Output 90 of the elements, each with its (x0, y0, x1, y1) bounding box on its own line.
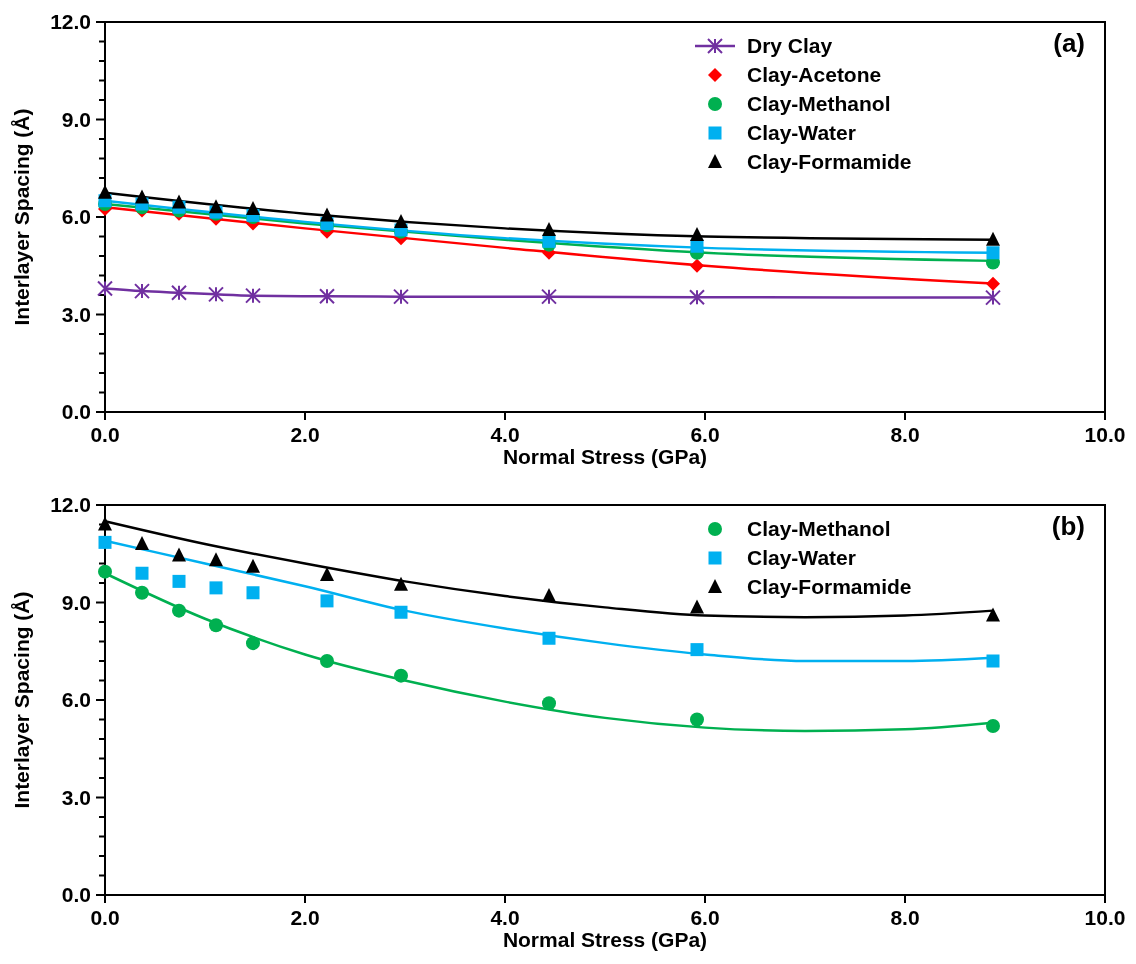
x-tick-label: 8.0 (890, 906, 920, 929)
y-tick-label: 6.0 (61, 205, 91, 229)
annotation: (b) (1051, 511, 1085, 541)
legend-label: Clay-Methanol (747, 92, 891, 116)
point (690, 239, 704, 253)
point (172, 574, 186, 588)
x-tick-label: 6.0 (690, 906, 720, 929)
x-tick-label: 2.0 (290, 906, 320, 929)
point (690, 258, 704, 273)
point (542, 696, 556, 711)
point (542, 222, 556, 236)
point (986, 654, 1000, 668)
x-axis-title: Normal Stress (GPa) (502, 928, 708, 951)
point (690, 712, 704, 727)
legend-label: Clay-Water (747, 121, 856, 145)
y-axis-title: Interlayer Spacing (Å) (10, 591, 33, 809)
point (135, 189, 149, 204)
x-tick-label: 10.0 (1084, 423, 1126, 446)
point (986, 607, 1000, 622)
point (320, 566, 334, 581)
point (542, 234, 556, 248)
point (394, 576, 408, 591)
point (209, 618, 223, 633)
point (394, 213, 408, 228)
point (98, 564, 112, 579)
x-tick-label: 4.0 (490, 906, 520, 929)
legend-label: Clay-Water (747, 546, 856, 570)
point (394, 668, 408, 683)
point (320, 594, 334, 608)
point (690, 643, 704, 657)
point (246, 636, 260, 651)
point (97, 280, 113, 297)
x-tick-label: 10.0 (1084, 906, 1126, 929)
point (986, 276, 1000, 291)
point (246, 200, 260, 215)
point (245, 287, 261, 304)
point (209, 581, 223, 595)
point (246, 558, 260, 573)
point (689, 289, 705, 306)
legend-label: Dry Clay (747, 34, 833, 58)
point (172, 194, 186, 209)
x-tick-label: 8.0 (890, 423, 920, 446)
point (986, 231, 1000, 246)
point (134, 283, 150, 300)
y-tick-label: 12.0 (50, 10, 91, 34)
x-tick-label: 6.0 (690, 423, 720, 446)
point (393, 288, 409, 305)
y-tick-label: 9.0 (61, 590, 91, 614)
x-tick-label: 4.0 (490, 423, 520, 446)
point (98, 535, 112, 549)
point (985, 289, 1001, 306)
point (135, 566, 149, 580)
legend-label: Clay-Acetone (747, 63, 882, 87)
y-tick-label: 6.0 (61, 688, 91, 712)
point (690, 226, 704, 241)
point (209, 552, 223, 567)
point (690, 599, 704, 614)
point (986, 719, 1000, 733)
point (246, 586, 260, 600)
point (135, 536, 149, 550)
y-tick-label: 3.0 (61, 302, 91, 326)
y-axis-title: Interlayer Spacing (Å) (10, 108, 33, 326)
point (172, 603, 186, 618)
x-tick-label: 0.0 (90, 423, 120, 446)
legend-label: Clay-Formamide (747, 575, 912, 599)
legend-label: Clay-Methanol (747, 517, 891, 541)
point (135, 585, 149, 600)
x-tick-label: 2.0 (290, 423, 320, 446)
y-tick-label: 0.0 (61, 883, 91, 907)
y-tick-label: 12.0 (50, 493, 91, 517)
point (320, 207, 334, 222)
point (542, 631, 556, 645)
point (209, 199, 223, 214)
point (542, 588, 556, 602)
y-tick-label: 3.0 (61, 785, 91, 809)
point (394, 605, 408, 619)
x-axis-title: Normal Stress (GPa) (502, 445, 708, 468)
point (98, 516, 112, 531)
point (319, 288, 335, 305)
point (986, 246, 1000, 260)
annotation: (a) (1053, 28, 1085, 58)
point (171, 284, 187, 301)
x-tick-label: 0.0 (90, 906, 120, 929)
point (172, 547, 186, 562)
y-tick-label: 0.0 (61, 400, 91, 424)
point (541, 288, 557, 305)
y-tick-label: 9.0 (61, 107, 91, 131)
legend-label: Clay-Formamide (747, 150, 912, 174)
point (208, 286, 224, 303)
point (320, 654, 334, 668)
